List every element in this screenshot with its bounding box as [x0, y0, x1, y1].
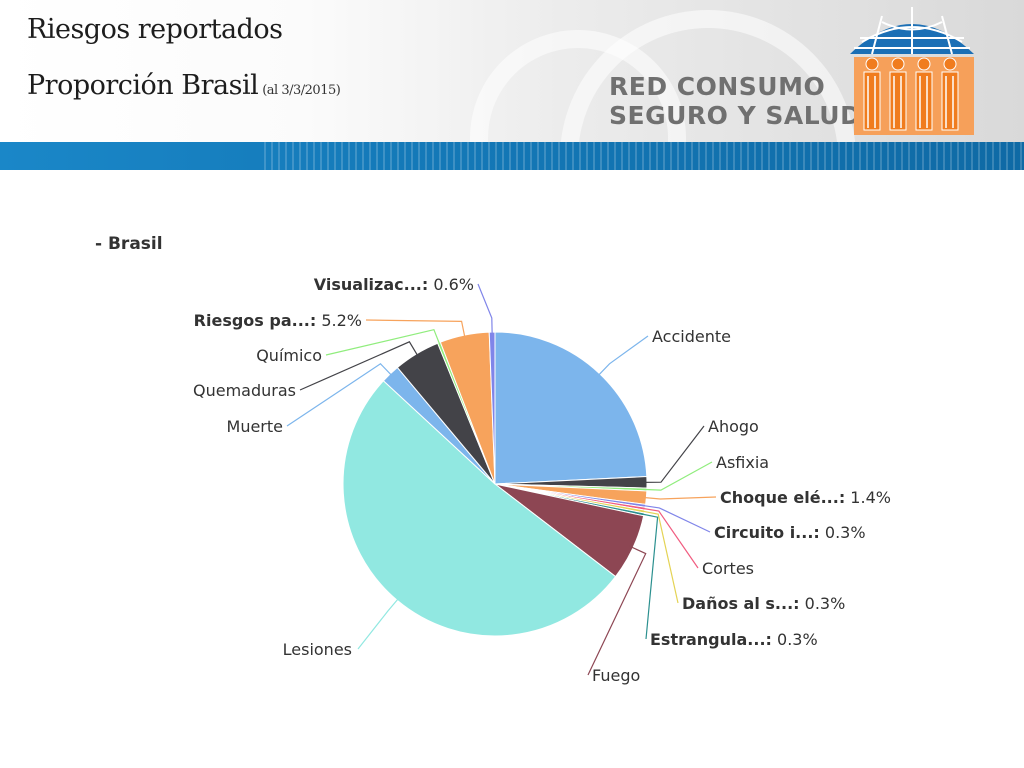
- series-legend-label[interactable]: - Brasil: [95, 234, 163, 254]
- data-label: Accidente: [652, 327, 731, 346]
- data-label: Visualizac...: 0.6%: [314, 275, 474, 294]
- header-stripe: [0, 142, 1024, 170]
- data-label: Ahogo: [708, 417, 759, 436]
- label-connector: [299, 341, 420, 391]
- data-label: Lesiones: [283, 640, 352, 659]
- pie-chart: Accidente Ahogo Asfixia Choque elé...: 1.4%…: [95, 234, 891, 685]
- label-connector: [641, 504, 711, 533]
- label-connector: [587, 545, 647, 676]
- data-label: Estrangula...: 0.3%: [650, 630, 818, 649]
- data-label: Riesgos pa...: 5.2%: [194, 311, 362, 330]
- label-connector: [642, 496, 717, 500]
- label-connector: [639, 513, 659, 640]
- data-label: Daños al s...: 0.3%: [682, 594, 845, 613]
- label-connector: [365, 319, 466, 340]
- brand-name: RED CONSUMO SEGURO Y SALUD: [609, 72, 861, 130]
- header-banner: Riesgos reportados Proporción Brasil (al …: [0, 0, 1024, 142]
- label-connector: [357, 596, 401, 650]
- label-connector: [286, 363, 394, 427]
- data-label: Circuito i...: 0.3%: [714, 523, 866, 542]
- label-connector: [325, 328, 442, 356]
- data-label: Muerte: [227, 417, 283, 436]
- data-label: Quemaduras: [193, 381, 296, 400]
- page-subtitle: Proporción Brasil (al 3/3/2015): [27, 70, 341, 101]
- subtitle-text: Proporción Brasil: [27, 70, 259, 101]
- date-note: (al 3/3/2015): [262, 83, 341, 98]
- label-connectors: [286, 283, 717, 676]
- brand-line-2: SEGURO Y SALUD: [609, 101, 862, 130]
- label-connector: [642, 425, 705, 483]
- data-label: Químico: [256, 346, 322, 365]
- data-label: Choque elé...: 1.4%: [720, 488, 891, 507]
- brand-line-1: RED CONSUMO: [609, 72, 826, 101]
- label-connector: [640, 510, 679, 604]
- data-labels: Accidente Ahogo Asfixia Choque elé...: 1.4%…: [193, 275, 891, 685]
- label-connector: [640, 507, 699, 569]
- stripe-pattern: [264, 142, 1024, 170]
- data-label: Asfixia: [716, 453, 769, 472]
- label-connector: [596, 335, 649, 378]
- label-connector: [642, 461, 713, 491]
- data-label: Cortes: [702, 559, 754, 578]
- label-connector: [477, 283, 493, 337]
- umbrella-logo-icon: [850, 7, 974, 135]
- pie-slice[interactable]: [494, 331, 648, 485]
- pie-slices: [342, 331, 648, 637]
- data-label: Fuego: [592, 666, 640, 685]
- page-title: Riesgos reportados: [27, 14, 283, 45]
